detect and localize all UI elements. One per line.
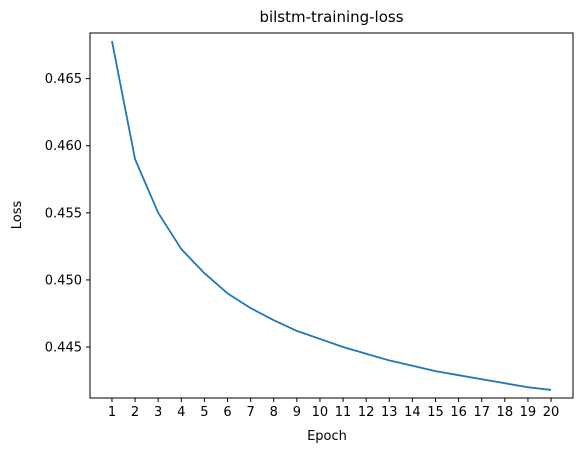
x-tick-label: 12 bbox=[358, 405, 375, 420]
y-tick-label: 0.445 bbox=[45, 341, 82, 356]
series-layer bbox=[111, 40, 552, 391]
y-axis-label: Loss bbox=[10, 201, 25, 230]
x-tick-label: 14 bbox=[404, 405, 421, 420]
x-tick-label: 17 bbox=[473, 405, 490, 420]
chart-title: bilstm-training-loss bbox=[259, 8, 403, 26]
x-tick-label: 15 bbox=[427, 405, 444, 420]
x-tick-label: 6 bbox=[223, 405, 231, 420]
x-tick-label: 11 bbox=[335, 405, 352, 420]
y-tick-label: 0.450 bbox=[45, 273, 82, 288]
x-tick-label: 9 bbox=[293, 405, 301, 420]
x-axis-label: Epoch bbox=[307, 429, 347, 444]
x-tick-label: 1 bbox=[108, 405, 116, 420]
axes-frame bbox=[89, 32, 574, 399]
x-tick-label: 16 bbox=[450, 405, 467, 420]
x-tick-label: 20 bbox=[543, 405, 560, 420]
x-tick-label: 4 bbox=[177, 405, 185, 420]
x-tick-label: 13 bbox=[381, 405, 398, 420]
x-tick-label: 19 bbox=[520, 405, 537, 420]
x-tick-label: 2 bbox=[131, 405, 139, 420]
ticks: 1 2 3 4 5 6 7 8 9 10 11 12 13 14 15 16 17 18 19 200.4450.45… bbox=[45, 72, 560, 420]
y-tick-label: 0.465 bbox=[45, 72, 82, 87]
x-tick-label: 8 bbox=[270, 405, 278, 420]
x-tick-label: 7 bbox=[246, 405, 254, 420]
y-tick-label: 0.460 bbox=[45, 139, 82, 154]
x-tick-label: 18 bbox=[497, 405, 514, 420]
x-tick-label: 5 bbox=[200, 405, 208, 420]
y-tick-label: 0.455 bbox=[45, 206, 82, 221]
axes bbox=[89, 32, 574, 399]
plot-area bbox=[90, 33, 573, 398]
x-tick-label: 10 bbox=[312, 405, 329, 420]
series-line bbox=[111, 40, 552, 391]
x-tick-label: 3 bbox=[154, 405, 162, 420]
